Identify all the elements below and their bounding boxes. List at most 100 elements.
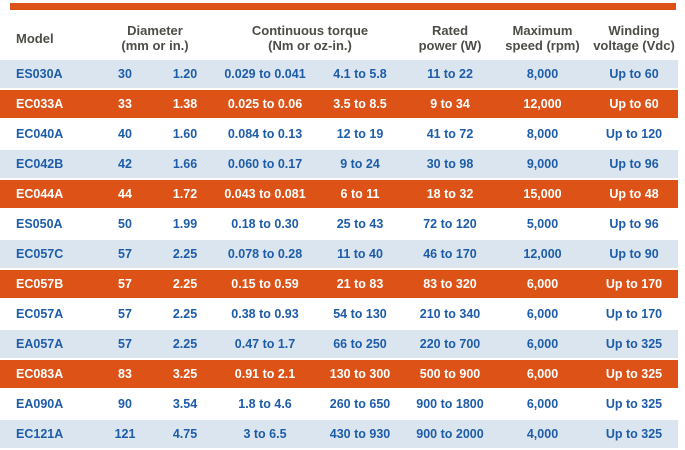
top-accent-bar bbox=[10, 3, 676, 10]
table-body: ES030A 30 1.20 0.029 to 0.041 4.1 to 5.8… bbox=[0, 60, 678, 448]
torque-oz-cell: 12 to 19 bbox=[336, 127, 384, 141]
model-cell: ES030A bbox=[16, 67, 63, 81]
torque-nm-cell: 0.043 to 0.081 bbox=[224, 187, 306, 201]
model-cell: EC057A bbox=[16, 307, 64, 321]
diameter-mm-cell: 50 bbox=[118, 217, 132, 231]
header-diameter: Diameter (mm or in.) bbox=[121, 23, 189, 53]
torque-nm-cell: 0.47 to 1.7 bbox=[234, 337, 296, 351]
header-maximum-speed: Maximum speed (rpm) bbox=[505, 23, 580, 53]
diameter-in-cell: 1.99 bbox=[172, 217, 198, 231]
winding-voltage-cell: Up to 90 bbox=[609, 247, 659, 261]
torque-oz-cell: 11 to 40 bbox=[337, 247, 383, 261]
diameter-mm-cell: 42 bbox=[118, 157, 132, 171]
model-cell: EC121A bbox=[16, 427, 64, 441]
diameter-in-cell: 2.25 bbox=[172, 337, 198, 351]
rated-power-cell: 9 to 34 bbox=[430, 97, 470, 111]
torque-nm-cell: 0.060 to 0.17 bbox=[227, 157, 303, 171]
model-cell: EC083A bbox=[16, 367, 64, 381]
diameter-mm-cell: 57 bbox=[118, 277, 132, 291]
torque-oz-cell: 260 to 650 bbox=[329, 397, 391, 411]
torque-oz-cell: 130 to 300 bbox=[329, 367, 391, 381]
torque-oz-cell: 25 to 43 bbox=[336, 217, 384, 231]
max-speed-cell: 6,000 bbox=[526, 337, 559, 351]
max-speed-cell: 5,000 bbox=[526, 217, 559, 231]
torque-nm-cell: 0.025 to 0.06 bbox=[227, 97, 303, 111]
max-speed-cell: 12,000 bbox=[523, 97, 562, 111]
torque-nm-cell: 0.18 to 0.30 bbox=[231, 217, 299, 231]
table-row: ES050A 50 1.99 0.18 to 0.30 25 to 43 72 … bbox=[0, 210, 678, 238]
winding-voltage-cell: Up to 96 bbox=[609, 217, 659, 231]
diameter-mm-cell: 44 bbox=[118, 187, 132, 201]
table-row: EA057A 57 2.25 0.47 to 1.7 66 to 250 220… bbox=[0, 330, 678, 358]
max-speed-cell: 6,000 bbox=[526, 307, 559, 321]
torque-nm-cell: 3 to 6.5 bbox=[243, 427, 287, 441]
header-model-label: Model bbox=[16, 30, 54, 46]
table-row: EC057B 57 2.25 0.15 to 0.59 21 to 83 83 … bbox=[0, 270, 678, 298]
model-cell: EA057A bbox=[16, 337, 64, 351]
max-speed-cell: 15,000 bbox=[523, 187, 562, 201]
max-speed-cell: 6,000 bbox=[526, 277, 559, 291]
table-row: EC083A 83 3.25 0.91 to 2.1 130 to 300 50… bbox=[0, 360, 678, 388]
winding-voltage-cell: Up to 325 bbox=[605, 367, 663, 381]
max-speed-cell: 6,000 bbox=[526, 367, 559, 381]
model-cell: EC040A bbox=[16, 127, 64, 141]
diameter-mm-cell: 57 bbox=[118, 247, 132, 261]
torque-oz-cell: 54 to 130 bbox=[333, 307, 387, 321]
diameter-mm-cell: 57 bbox=[118, 307, 132, 321]
diameter-mm-cell: 40 bbox=[118, 127, 132, 141]
rated-power-cell: 900 to 1800 bbox=[416, 397, 484, 411]
torque-oz-cell: 3.5 to 8.5 bbox=[333, 97, 387, 111]
rated-power-cell: 83 to 320 bbox=[423, 277, 477, 291]
rated-power-cell: 46 to 170 bbox=[423, 247, 477, 261]
diameter-in-cell: 4.75 bbox=[172, 427, 198, 441]
torque-oz-cell: 430 to 930 bbox=[329, 427, 391, 441]
torque-oz-cell: 21 to 83 bbox=[336, 277, 384, 291]
winding-voltage-cell: Up to 120 bbox=[605, 127, 663, 141]
winding-voltage-cell: Up to 96 bbox=[609, 157, 659, 171]
model-cell: EC042B bbox=[16, 157, 64, 171]
torque-oz-cell: 4.1 to 5.8 bbox=[333, 67, 387, 81]
torque-nm-cell: 0.38 to 0.93 bbox=[231, 307, 299, 321]
diameter-in-cell: 1.38 bbox=[172, 97, 198, 111]
header-winding-voltage: Winding voltage (Vdc) bbox=[593, 23, 675, 53]
model-cell: EA090A bbox=[16, 397, 64, 411]
rated-power-cell: 11 to 22 bbox=[427, 67, 473, 81]
winding-voltage-cell: Up to 325 bbox=[605, 337, 663, 351]
table-row: EC057C 57 2.25 0.078 to 0.28 11 to 40 46… bbox=[0, 240, 678, 268]
rated-power-cell: 500 to 900 bbox=[419, 367, 481, 381]
rated-power-cell: 41 to 72 bbox=[426, 127, 474, 141]
torque-nm-cell: 0.029 to 0.041 bbox=[224, 67, 306, 81]
winding-voltage-cell: Up to 325 bbox=[605, 397, 663, 411]
motor-spec-table: Model Diameter (mm or in.) Continuous to… bbox=[0, 10, 678, 450]
diameter-in-cell: 2.25 bbox=[172, 247, 198, 261]
model-cell: EC033A bbox=[16, 97, 64, 111]
max-speed-cell: 8,000 bbox=[526, 67, 559, 81]
diameter-mm-cell: 90 bbox=[118, 397, 132, 411]
max-speed-cell: 4,000 bbox=[526, 427, 559, 441]
winding-voltage-cell: Up to 170 bbox=[605, 307, 663, 321]
table-row: EA090A 90 3.54 1.8 to 4.6 260 to 650 900… bbox=[0, 390, 678, 418]
diameter-in-cell: 3.54 bbox=[172, 397, 198, 411]
model-cell: EC057C bbox=[16, 247, 64, 261]
max-speed-cell: 6,000 bbox=[526, 397, 559, 411]
winding-voltage-cell: Up to 325 bbox=[605, 427, 663, 441]
max-speed-cell: 8,000 bbox=[526, 127, 559, 141]
torque-nm-cell: 0.15 to 0.59 bbox=[231, 277, 299, 291]
rated-power-cell: 900 to 2000 bbox=[416, 427, 484, 441]
diameter-in-cell: 1.60 bbox=[172, 127, 198, 141]
torque-nm-cell: 0.91 to 2.1 bbox=[234, 367, 296, 381]
table-row: EC033A 33 1.38 0.025 to 0.06 3.5 to 8.5 … bbox=[0, 90, 678, 118]
diameter-in-cell: 1.66 bbox=[172, 157, 198, 171]
torque-nm-cell: 0.078 to 0.28 bbox=[227, 247, 303, 261]
diameter-in-cell: 3.25 bbox=[172, 367, 198, 381]
winding-voltage-cell: Up to 48 bbox=[609, 187, 659, 201]
table-row: EC042B 42 1.66 0.060 to 0.17 9 to 24 30 … bbox=[0, 150, 678, 178]
header-rated-power: Rated power (W) bbox=[418, 23, 482, 53]
torque-oz-cell: 9 to 24 bbox=[340, 157, 380, 171]
winding-voltage-cell: Up to 60 bbox=[609, 67, 659, 81]
rated-power-cell: 220 to 700 bbox=[419, 337, 481, 351]
table-row: EC040A 40 1.60 0.084 to 0.13 12 to 19 41… bbox=[0, 120, 678, 148]
rated-power-cell: 72 to 120 bbox=[423, 217, 477, 231]
diameter-mm-cell: 33 bbox=[118, 97, 132, 111]
table-row: EC121A 121 4.75 3 to 6.5 430 to 930 900 … bbox=[0, 420, 678, 448]
